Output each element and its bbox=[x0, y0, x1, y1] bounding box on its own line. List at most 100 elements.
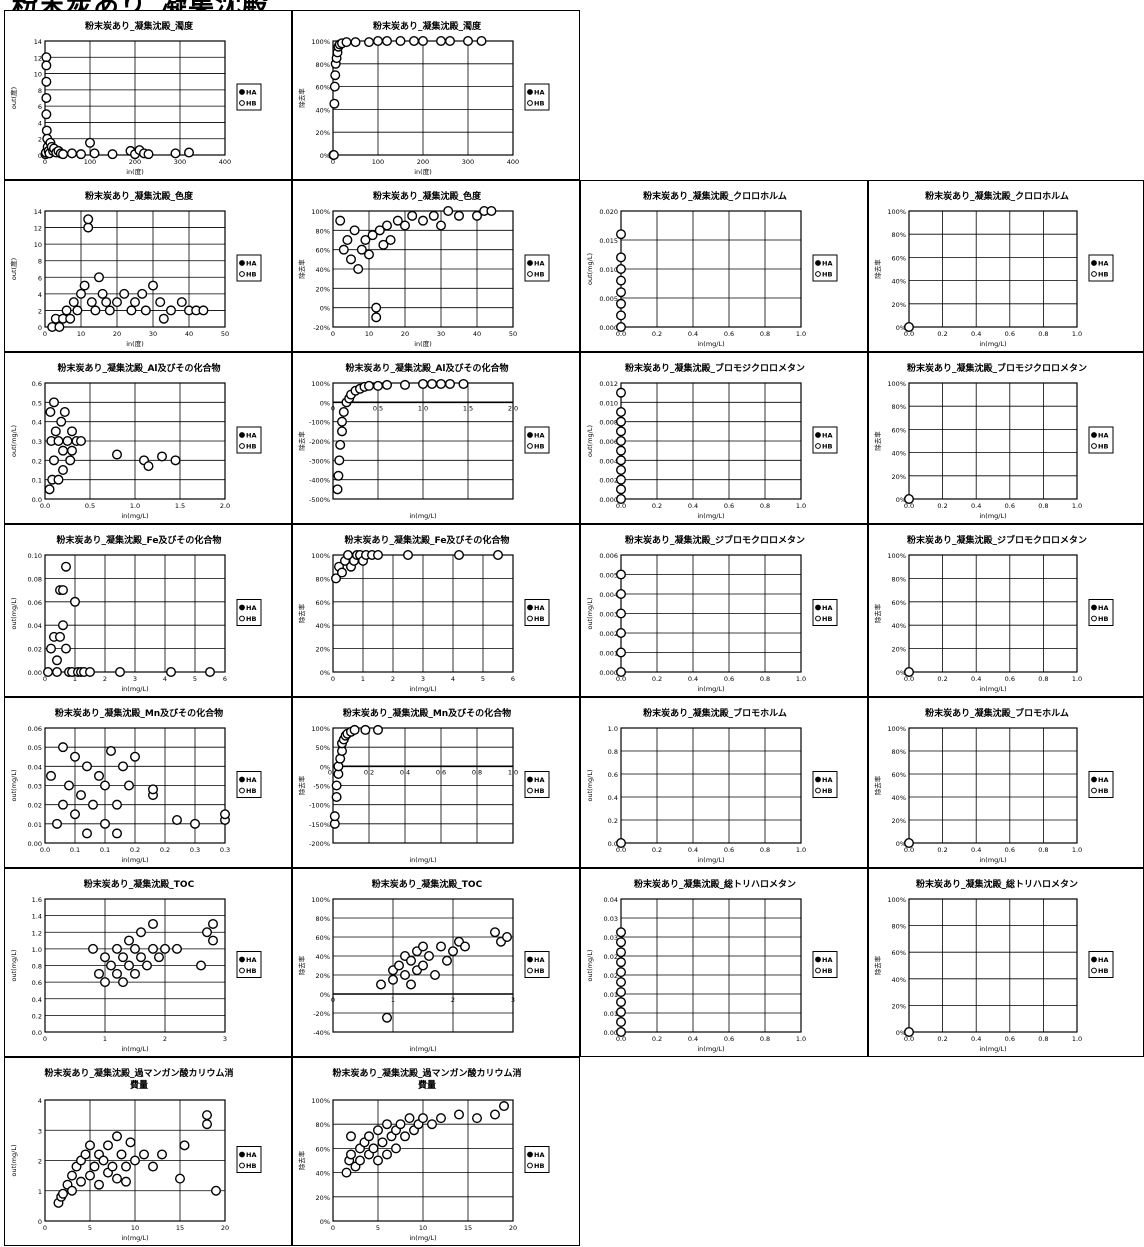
x-tick-label: 1.0 bbox=[1072, 846, 1082, 854]
x-tick-label: 0.4 bbox=[971, 675, 981, 683]
data-point-hb bbox=[90, 305, 101, 316]
data-point-hb bbox=[41, 60, 52, 71]
data-point-hb bbox=[435, 941, 446, 952]
data-point-hb bbox=[498, 1101, 509, 1112]
x-tick-label: 1.0 bbox=[796, 330, 806, 338]
y-tick-label: 0.00 bbox=[604, 1029, 618, 1037]
y-tick-label: 0.8 bbox=[608, 748, 618, 756]
data-point-hb bbox=[363, 1131, 374, 1142]
chart-svg: 粉末炭あり_凝集沈殿_クロロホルム 0% 20% 40% 60% 80% 100% 0.0 0.… bbox=[873, 190, 1114, 348]
data-point-hb bbox=[44, 484, 55, 495]
data-point-hb bbox=[616, 937, 627, 948]
data-point-hb bbox=[52, 818, 63, 829]
y-axis-label: out(mg/L) bbox=[586, 770, 594, 802]
y-tick-label: 0.6 bbox=[608, 771, 618, 779]
legend-label: HB bbox=[534, 615, 544, 623]
x-tick-label: 0.8 bbox=[1038, 330, 1048, 338]
chart-fe-rate: 粉末炭あり_凝集沈殿_Fe及びその化合物 0% 20% 40% 60% 80% 100% 0 1… bbox=[292, 524, 580, 697]
x-tick-label: 1.0 bbox=[796, 502, 806, 510]
data-point-hb bbox=[189, 818, 200, 829]
y-tick-label: 40% bbox=[892, 278, 906, 286]
data-point-hb bbox=[147, 943, 158, 954]
data-point-hb bbox=[616, 493, 627, 504]
y-tick-label: 8 bbox=[38, 87, 42, 95]
legend-label: HA bbox=[822, 604, 832, 612]
data-point-hb bbox=[52, 666, 63, 677]
y-tick-label: 0.004 bbox=[599, 591, 618, 599]
x-tick-label: 0 bbox=[43, 675, 47, 683]
y-axis-label: out(mg/L) bbox=[10, 1145, 18, 1177]
data-point-hb bbox=[381, 36, 392, 47]
data-point-hb bbox=[349, 225, 360, 236]
x-tick-label: 0.0 bbox=[40, 502, 50, 510]
legend-label: HA bbox=[246, 89, 256, 97]
x-tick-label: 0.6 bbox=[436, 768, 446, 776]
chart-color-out: 粉末炭あり_凝集沈殿_色度 0 2 4 6 8 10 12 14 0 10 20 30 40 50 in(度)… bbox=[4, 180, 292, 352]
data-point-hb bbox=[84, 666, 95, 677]
data-point-hb bbox=[335, 215, 346, 226]
y-tick-label: 60% bbox=[892, 771, 906, 779]
legend-label: HA bbox=[534, 89, 544, 97]
legend-marker-ha bbox=[815, 260, 821, 266]
x-tick-label: 0.8 bbox=[472, 768, 482, 776]
y-tick-label: 0.4 bbox=[32, 419, 42, 427]
data-point-hb bbox=[371, 302, 382, 313]
plot-frame bbox=[44, 1099, 226, 1222]
legend-label: HA bbox=[534, 260, 544, 268]
y-tick-label: 100% bbox=[887, 725, 906, 733]
y-tick-label: 0% bbox=[320, 152, 330, 160]
y-tick-label: -150% bbox=[309, 821, 330, 829]
y-tick-label: 0% bbox=[320, 1218, 330, 1226]
data-point-hb bbox=[174, 1173, 185, 1184]
y-tick-label: 0.06 bbox=[28, 725, 42, 733]
data-point-hb bbox=[342, 235, 353, 246]
legend-label: HB bbox=[246, 615, 256, 623]
x-tick-label: 0.0 bbox=[904, 675, 914, 683]
x-tick-label: 6 bbox=[223, 675, 227, 683]
x-tick-label: 400 bbox=[507, 158, 519, 166]
x-tick-label: 20 bbox=[113, 330, 121, 338]
data-point-hb bbox=[99, 818, 110, 829]
legend-marker-hb bbox=[1091, 787, 1097, 794]
y-tick-label: 6 bbox=[38, 103, 42, 111]
y-tick-label: 0 bbox=[38, 324, 42, 332]
x-axis-label: in(mg/L) bbox=[979, 856, 1006, 864]
y-axis-label: out(mg/L) bbox=[10, 950, 18, 982]
y-tick-label: 20% bbox=[316, 1194, 330, 1202]
x-tick-label: 0.6 bbox=[1005, 1035, 1015, 1043]
y-tick-label: 20% bbox=[892, 473, 906, 481]
data-point-hb bbox=[341, 37, 352, 48]
data-point-hb bbox=[114, 666, 125, 677]
y-tick-label: 50% bbox=[316, 744, 330, 752]
data-point-hb bbox=[381, 220, 392, 231]
data-point-hb bbox=[377, 1137, 388, 1148]
y-tick-label: 0.015 bbox=[599, 237, 618, 245]
data-point-hb bbox=[371, 312, 382, 323]
y-tick-label: 0.012 bbox=[599, 380, 618, 388]
data-point-hb bbox=[204, 666, 215, 677]
x-axis-label: in(mg/L) bbox=[409, 512, 436, 520]
y-tick-label: 0.6 bbox=[32, 380, 42, 388]
data-point-hb bbox=[75, 435, 86, 446]
data-point-hb bbox=[67, 426, 78, 437]
y-tick-label: 0.000 bbox=[599, 496, 618, 504]
data-point-hb bbox=[335, 439, 346, 450]
data-point-hb bbox=[407, 210, 418, 221]
y-axis-label: 除去率 bbox=[297, 259, 306, 279]
chart-mn-out: 粉末炭あり_凝集沈殿_Mn及びその化合物 0.00 0.01 0.02 0.03 0.04… bbox=[4, 697, 292, 868]
x-tick-label: 0.0 bbox=[40, 846, 50, 854]
data-point-hb bbox=[381, 1012, 392, 1023]
data-point-hb bbox=[98, 1155, 109, 1166]
y-tick-label: 1.6 bbox=[32, 896, 42, 904]
y-tick-label: 20% bbox=[316, 129, 330, 137]
y-tick-label: 0% bbox=[896, 324, 906, 332]
chart-title: 粉末炭あり_凝集沈殿_総トリハロメタン bbox=[634, 878, 796, 890]
legend-label: HA bbox=[534, 776, 544, 784]
data-point-hb bbox=[201, 1119, 212, 1130]
x-tick-label: 1.0 bbox=[1072, 502, 1082, 510]
data-point-hb bbox=[107, 149, 118, 160]
plot-frame bbox=[908, 727, 1078, 844]
data-point-hb bbox=[399, 220, 410, 231]
chart-title: 粉末炭あり_凝集沈殿_濁度 bbox=[373, 20, 482, 32]
data-point-hb bbox=[353, 263, 364, 274]
